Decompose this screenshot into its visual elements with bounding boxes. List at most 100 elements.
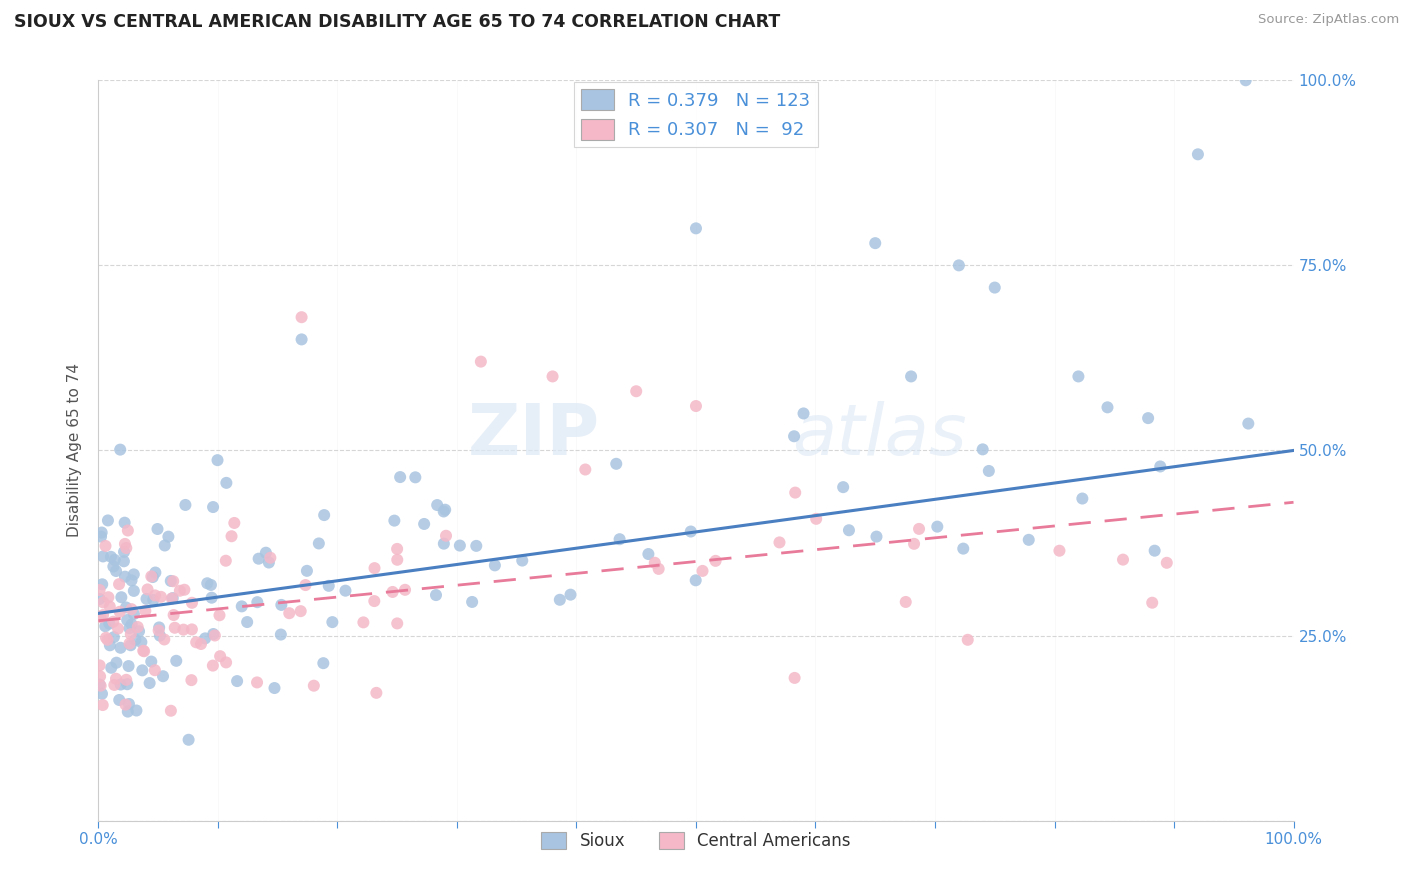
Point <box>541 369 564 384</box>
Point <box>952 541 974 556</box>
Point <box>768 535 790 549</box>
Point <box>381 585 404 599</box>
Point <box>121 602 143 616</box>
Point <box>560 588 582 602</box>
Point <box>103 559 125 574</box>
Text: atlas: atlas <box>792 401 966 470</box>
Point <box>132 644 155 658</box>
Point <box>122 583 145 598</box>
Point <box>91 608 114 623</box>
Point <box>972 442 994 457</box>
Point <box>98 638 121 652</box>
Point <box>160 591 183 606</box>
Point <box>146 522 169 536</box>
Point <box>108 577 131 591</box>
Point <box>387 553 409 567</box>
Point <box>270 627 292 641</box>
Point <box>89 591 111 606</box>
Point <box>685 399 707 413</box>
Point <box>142 570 165 584</box>
Point <box>363 561 385 575</box>
Point <box>153 539 176 553</box>
Point <box>120 638 142 652</box>
Point <box>114 698 136 712</box>
Point <box>644 556 666 570</box>
Point <box>335 583 357 598</box>
Point <box>263 681 285 695</box>
Point <box>413 516 436 531</box>
Point <box>363 594 385 608</box>
Point <box>783 671 806 685</box>
Point <box>977 464 1000 478</box>
Point <box>97 513 120 527</box>
Point <box>236 615 259 629</box>
Point <box>832 480 855 494</box>
Point <box>394 582 416 597</box>
Point <box>426 498 449 512</box>
Point <box>127 620 149 634</box>
Point <box>382 514 405 528</box>
Point <box>785 485 807 500</box>
Point <box>114 516 136 530</box>
Point <box>352 615 374 630</box>
Point <box>104 553 127 567</box>
Point <box>148 624 170 638</box>
Point <box>1237 417 1260 431</box>
Text: Source: ZipAtlas.com: Source: ZipAtlas.com <box>1258 13 1399 27</box>
Point <box>1149 459 1171 474</box>
Point <box>152 669 174 683</box>
Point <box>510 553 533 567</box>
Point <box>89 582 111 597</box>
Point <box>224 516 246 530</box>
Point <box>90 679 112 693</box>
Point <box>385 541 408 556</box>
Point <box>1018 533 1040 547</box>
Point <box>637 547 659 561</box>
Point <box>1067 369 1090 384</box>
Point <box>314 508 336 522</box>
Point <box>1137 411 1160 425</box>
Point <box>91 687 114 701</box>
Point <box>434 529 457 543</box>
Point <box>685 221 707 235</box>
Point <box>1187 147 1209 161</box>
Point <box>169 583 191 598</box>
Point <box>114 537 136 551</box>
Point <box>104 672 127 686</box>
Point <box>647 562 669 576</box>
Point <box>425 588 447 602</box>
Point <box>221 529 243 543</box>
Point <box>201 591 224 605</box>
Point <box>1234 73 1257 87</box>
Text: ZIP: ZIP <box>468 401 600 470</box>
Point <box>162 591 184 606</box>
Point <box>163 621 186 635</box>
Point <box>1049 543 1071 558</box>
Point <box>389 470 412 484</box>
Point <box>207 453 229 467</box>
Point <box>900 369 922 384</box>
Point <box>110 591 132 605</box>
Point <box>122 607 145 621</box>
Point <box>91 698 114 712</box>
Point <box>247 551 270 566</box>
Point <box>434 502 457 516</box>
Point <box>142 593 165 607</box>
Point <box>257 556 280 570</box>
Point <box>115 541 138 555</box>
Point <box>160 704 183 718</box>
Point <box>180 623 202 637</box>
Point <box>302 679 325 693</box>
Point <box>704 554 727 568</box>
Point <box>100 661 122 675</box>
Point <box>117 677 139 691</box>
Point <box>208 608 231 623</box>
Point <box>131 635 153 649</box>
Point <box>136 582 159 597</box>
Point <box>128 624 150 639</box>
Point <box>134 604 156 618</box>
Point <box>91 577 114 591</box>
Point <box>143 663 166 677</box>
Point <box>186 635 208 649</box>
Point <box>91 549 114 564</box>
